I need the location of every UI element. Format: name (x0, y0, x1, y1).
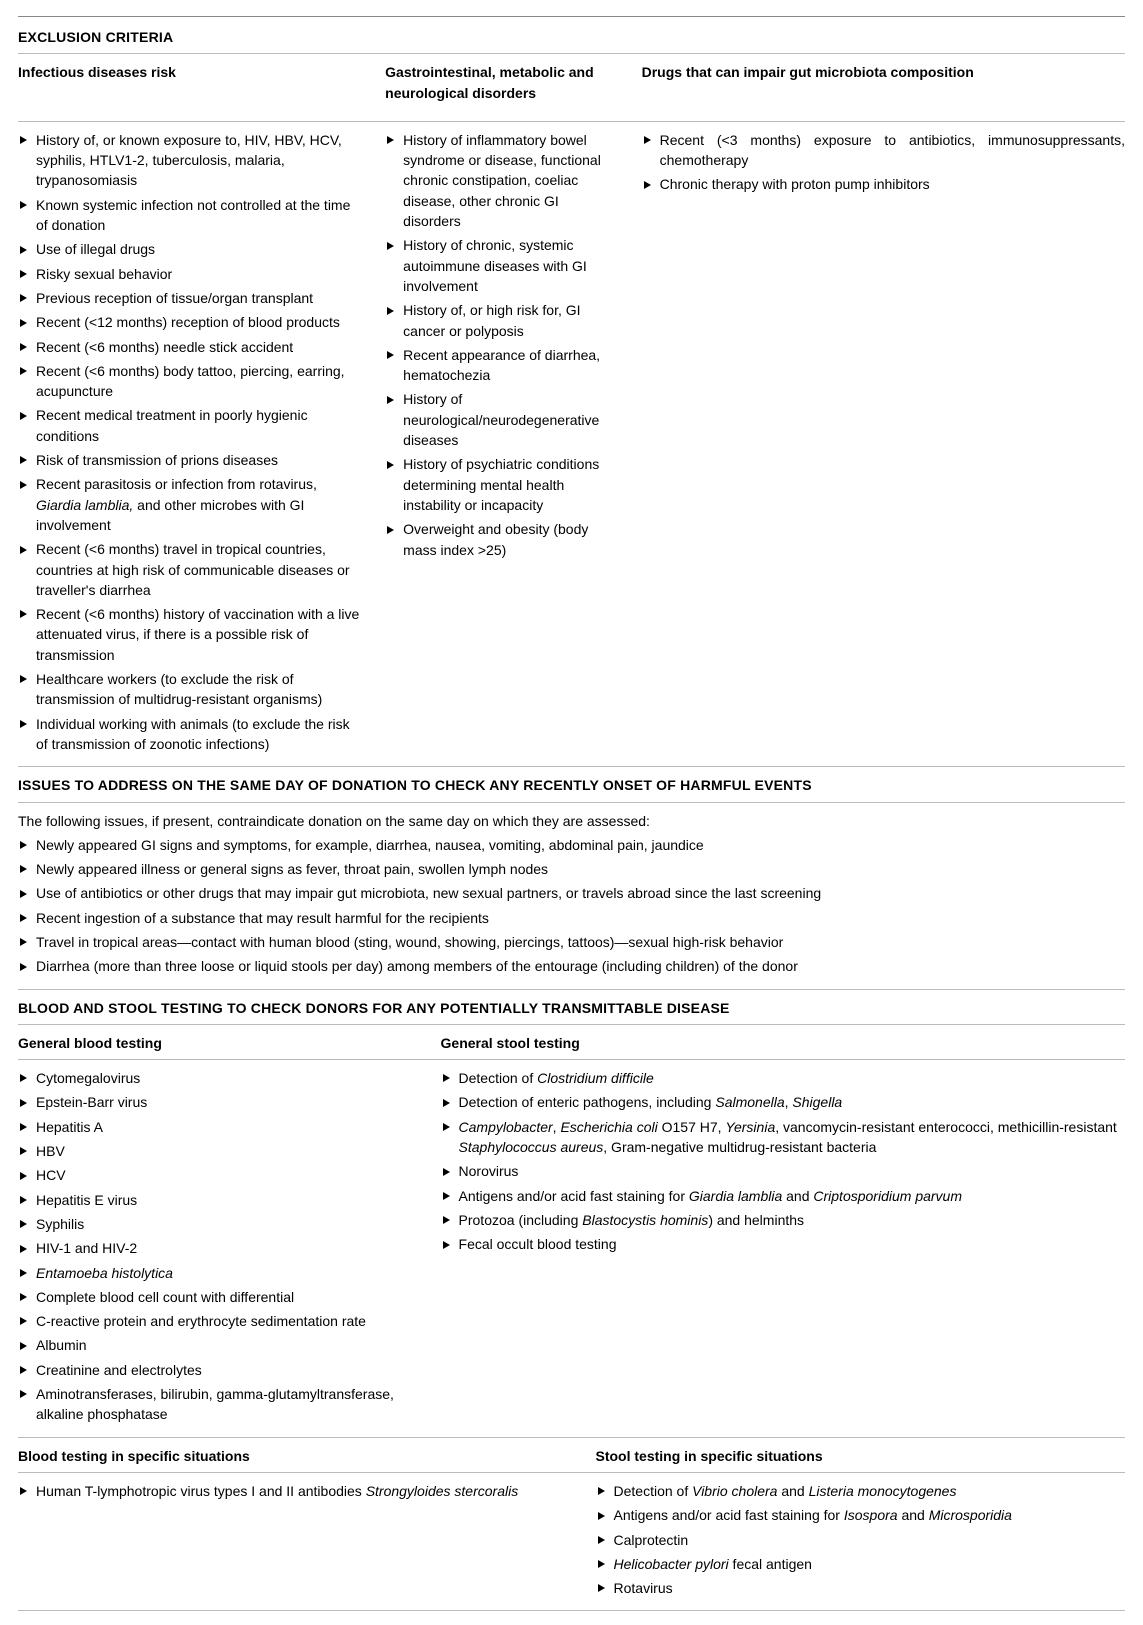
col-drugs-header: Drugs that can impair gut microbiota com… (642, 56, 1125, 98)
rule (18, 1024, 1125, 1025)
list-item: Recent (<6 months) needle stick accident (18, 337, 361, 361)
list-item: Risky sexual behavior (18, 264, 361, 288)
list-item: History of, or high risk for, GI cancer … (385, 300, 617, 345)
list-item: Chronic therapy with proton pump inhibit… (642, 174, 1125, 198)
drugs-list: Recent (<3 months) exposure to antibioti… (642, 130, 1125, 199)
list-item: Aminotransferases, bilirubin, gamma-glut… (18, 1384, 417, 1429)
list-item: HBV (18, 1141, 417, 1165)
list-item: Antigens and/or acid fast staining for G… (441, 1186, 1125, 1210)
list-item: Use of illegal drugs (18, 239, 361, 263)
list-item: Known systemic infection not controlled … (18, 195, 361, 240)
list-item: History of inflammatory bowel syndrome o… (385, 130, 617, 235)
list-item: History of, or known exposure to, HIV, H… (18, 130, 361, 195)
rule (18, 1610, 1125, 1611)
blood-specific-header: Blood testing in specific situations (18, 1440, 572, 1470)
rule (18, 802, 1125, 803)
list-item: Entamoeba histolytica (18, 1263, 417, 1287)
list-item: Recent ingestion of a substance that may… (18, 908, 1125, 932)
issues-title: ISSUES TO ADDRESS ON THE SAME DAY OF DON… (18, 769, 1125, 799)
list-item: Travel in tropical areas—contact with hu… (18, 932, 1125, 956)
list-item: Previous reception of tissue/organ trans… (18, 288, 361, 312)
stool-general-list: Detection of Clostridium difficileDetect… (441, 1068, 1125, 1258)
testing-title: BLOOD AND STOOL TESTING TO CHECK DONORS … (18, 992, 1125, 1022)
list-item: Recent appearance of diarrhea, hematoche… (385, 345, 617, 390)
exclusion-title: EXCLUSION CRITERIA (18, 21, 1125, 51)
list-item: Hepatitis E virus (18, 1190, 417, 1214)
list-item: History of chronic, systemic autoimmune … (385, 235, 617, 300)
list-item: Protozoa (including Blastocystis hominis… (441, 1210, 1125, 1234)
list-item: Antigens and/or acid fast staining for I… (596, 1505, 1126, 1529)
list-item: Risk of transmission of prions diseases (18, 450, 361, 474)
list-item: Detection of Clostridium difficile (441, 1068, 1125, 1092)
exclusion-columns: Infectious diseases risk Gastrointestina… (18, 56, 1125, 119)
list-item: Recent parasitosis or infection from rot… (18, 474, 361, 539)
list-item: HCV (18, 1165, 417, 1189)
list-item: Detection of Vibrio cholera and Listeria… (596, 1481, 1126, 1505)
list-item: Norovirus (441, 1161, 1125, 1185)
issues-intro: The following issues, if present, contra… (18, 805, 1125, 835)
list-item: Calprotectin (596, 1530, 1126, 1554)
blood-general-header: General blood testing (18, 1027, 417, 1057)
list-item: Recent (<6 months) travel in tropical co… (18, 539, 361, 604)
list-item: Recent medical treatment in poorly hygie… (18, 405, 361, 450)
list-item: Use of antibiotics or other drugs that m… (18, 883, 1125, 907)
stool-specific-header: Stool testing in specific situations (596, 1440, 1126, 1470)
list-item: Creatinine and electrolytes (18, 1360, 417, 1384)
list-item: History of psychiatric conditions determ… (385, 454, 617, 519)
gi-list: History of inflammatory bowel syndrome o… (385, 130, 617, 564)
rule (18, 121, 1125, 122)
list-item: Hepatitis A (18, 1117, 417, 1141)
general-testing-headers: General blood testing General stool test… (18, 1027, 1125, 1057)
rule (18, 1059, 1125, 1060)
list-item: Newly appeared GI signs and symptoms, fo… (18, 835, 1125, 859)
list-item: History of neurological/neurodegenerativ… (385, 389, 617, 454)
list-item: Healthcare workers (to exclude the risk … (18, 669, 361, 714)
rule (18, 989, 1125, 990)
stool-general-header: General stool testing (441, 1027, 1125, 1057)
blood-general-list: CytomegalovirusEpstein-Barr virusHepatit… (18, 1068, 417, 1428)
list-item: Diarrhea (more than three loose or liqui… (18, 956, 1125, 980)
list-item: Recent (<3 months) exposure to antibioti… (642, 130, 1125, 175)
specific-testing-lists: Human T-lymphotropic virus types I and I… (18, 1481, 1125, 1602)
col-gi-header: Gastrointestinal, metabolic and neurolog… (385, 56, 617, 119)
blood-specific-list: Human T-lymphotropic virus types I and I… (18, 1481, 572, 1505)
list-item: Human T-lymphotropic virus types I and I… (18, 1481, 572, 1505)
col-infectious-header: Infectious diseases risk (18, 56, 361, 98)
list-item: Helicobacter pylori fecal antigen (596, 1554, 1126, 1578)
stool-specific-list: Detection of Vibrio cholera and Listeria… (596, 1481, 1126, 1602)
infectious-list: History of, or known exposure to, HIV, H… (18, 130, 361, 758)
rule (18, 1472, 1125, 1473)
issues-list: Newly appeared GI signs and symptoms, fo… (18, 835, 1125, 981)
rule (18, 16, 1125, 17)
list-item: Recent (<6 months) history of vaccinatio… (18, 604, 361, 669)
list-item: Rotavirus (596, 1578, 1126, 1602)
list-item: Fecal occult blood testing (441, 1234, 1125, 1258)
rule (18, 766, 1125, 767)
rule (18, 1437, 1125, 1438)
list-item: Recent (<6 months) body tattoo, piercing… (18, 361, 361, 406)
general-testing-lists: CytomegalovirusEpstein-Barr virusHepatit… (18, 1068, 1125, 1428)
list-item: Detection of enteric pathogens, includin… (441, 1092, 1125, 1116)
list-item: Syphilis (18, 1214, 417, 1238)
specific-testing-headers: Blood testing in specific situations Sto… (18, 1440, 1125, 1470)
exclusion-lists: History of, or known exposure to, HIV, H… (18, 130, 1125, 758)
list-item: Complete blood cell count with different… (18, 1287, 417, 1311)
list-item: Epstein-Barr virus (18, 1092, 417, 1116)
list-item: C-reactive protein and erythrocyte sedim… (18, 1311, 417, 1335)
list-item: Campylobacter, Escherichia coli O157 H7,… (441, 1117, 1125, 1162)
list-item: Albumin (18, 1335, 417, 1359)
list-item: Newly appeared illness or general signs … (18, 859, 1125, 883)
list-item: Individual working with animals (to excl… (18, 714, 361, 759)
list-item: Overweight and obesity (body mass index … (385, 519, 617, 564)
rule (18, 53, 1125, 54)
list-item: Recent (<12 months) reception of blood p… (18, 312, 361, 336)
list-item: Cytomegalovirus (18, 1068, 417, 1092)
list-item: HIV-1 and HIV-2 (18, 1238, 417, 1262)
